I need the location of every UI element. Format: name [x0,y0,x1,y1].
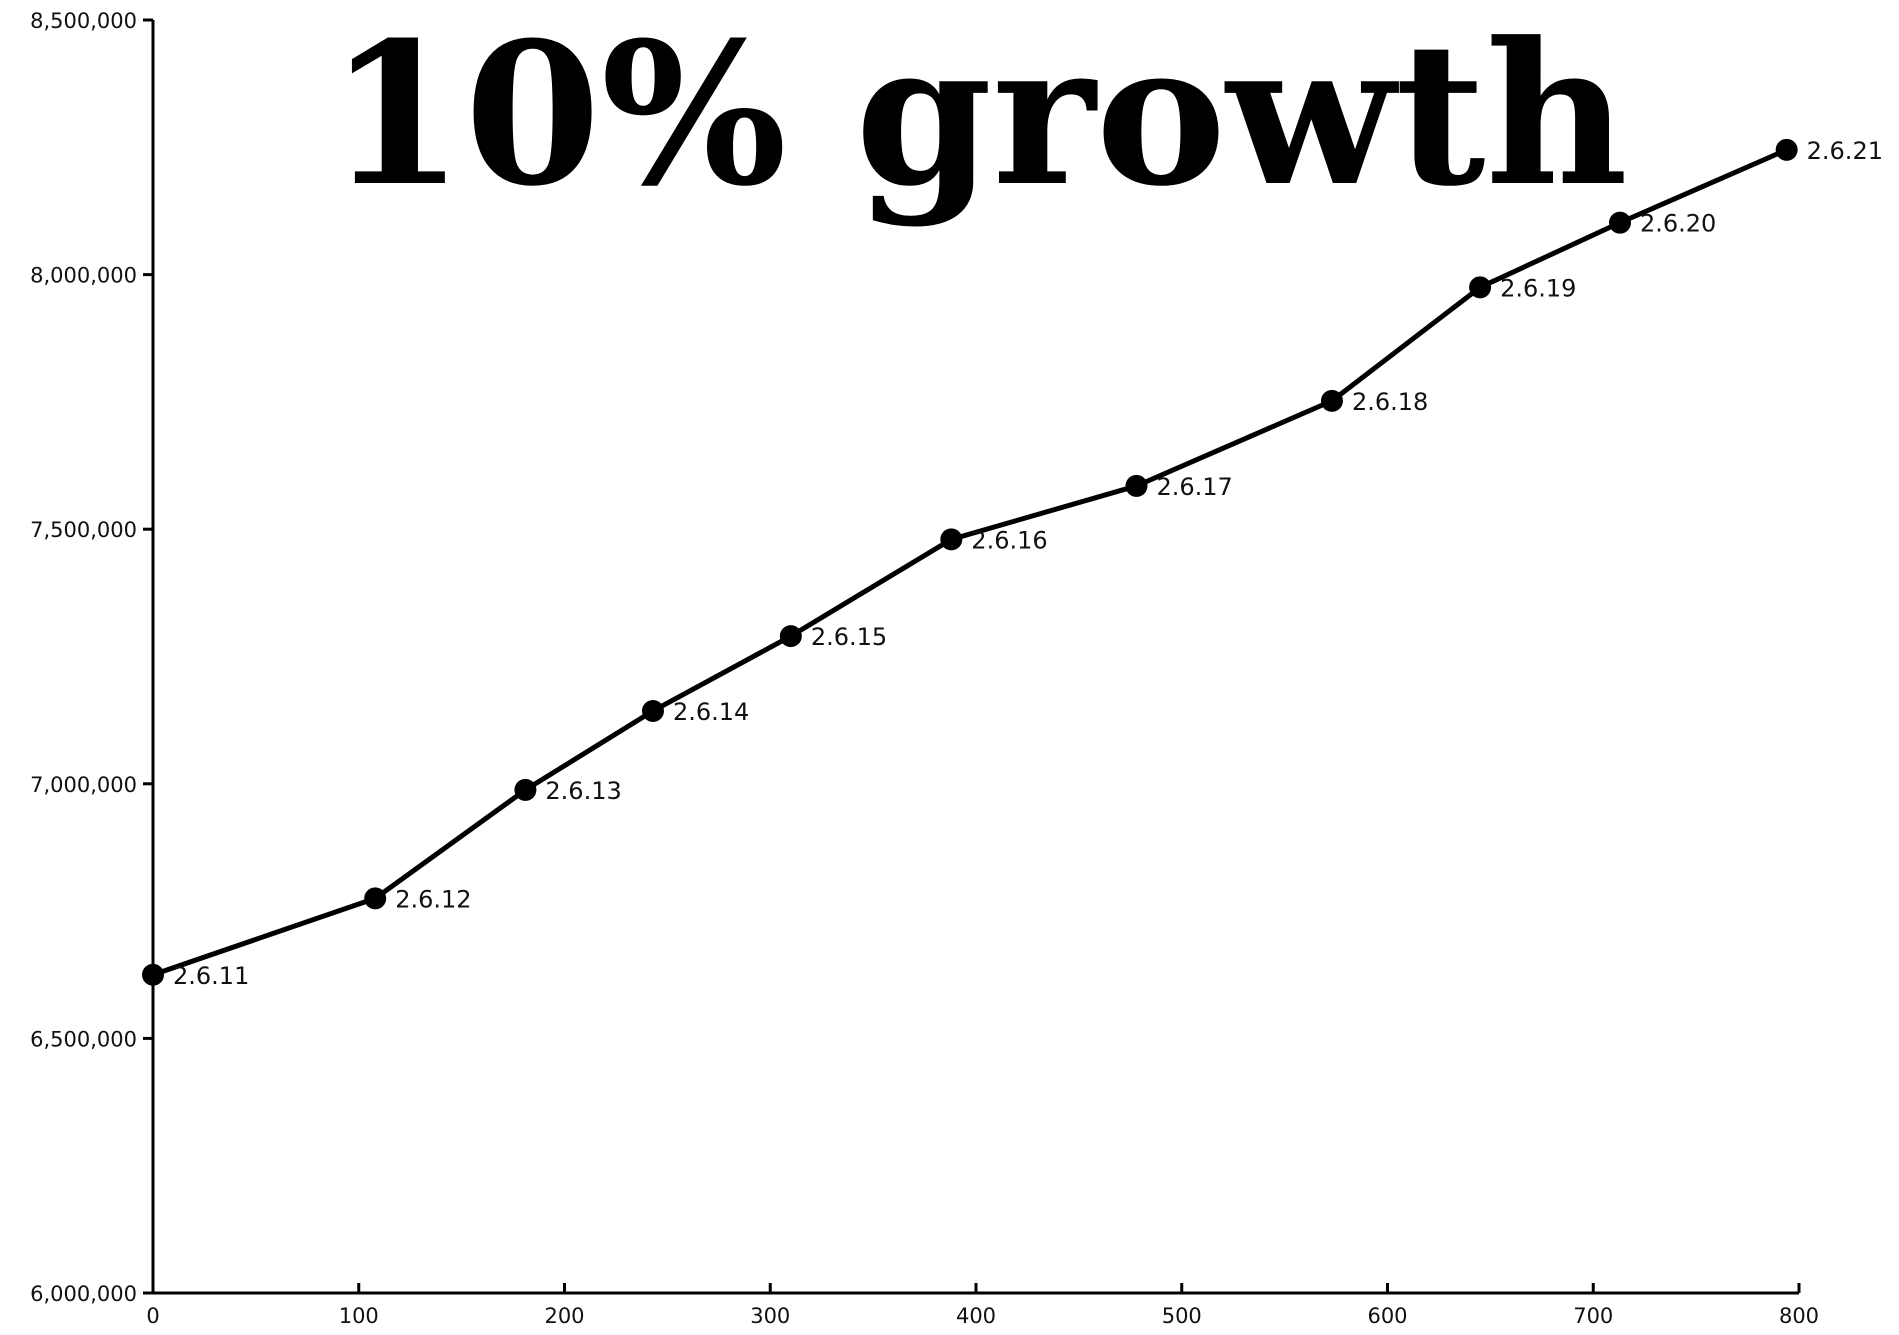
data-point-label: 2.6.19 [1500,274,1576,302]
y-tick-label: 8,500,000 [30,9,137,33]
data-point-label: 2.6.16 [971,526,1047,554]
data-point-label: 2.6.20 [1640,210,1716,238]
data-point [1608,211,1631,234]
data-point-label: 2.6.12 [395,885,471,913]
data-point-label: 2.6.11 [173,962,249,990]
data-point [779,625,802,648]
data-point [641,699,664,722]
series-layer: 2.6.11 2.6.12 2.6.13 2.6.14 2.6.15 2.6.16 2.6.… [142,137,1883,990]
data-point [364,887,387,910]
chart-title: 10% growth [328,0,1628,230]
y-tick-label: 6,000,000 [30,1282,137,1306]
x-tick-label: 0 [146,1304,159,1328]
x-tick-label: 300 [750,1304,790,1328]
data-point-label: 2.6.21 [1807,137,1883,165]
data-point [514,778,537,801]
x-axis-ticks: 0 100 200 300 400 500 600 700 800 [146,1283,1819,1328]
data-point [142,963,164,986]
data-point [940,528,963,551]
y-axis-ticks: 6,000,000 6,500,000 7,000,000 7,500,000 8,00… [30,9,153,1306]
x-tick-label: 100 [339,1304,379,1328]
x-tick-label: 200 [544,1304,584,1328]
y-tick-label: 7,000,000 [30,773,137,797]
y-tick-label: 8,000,000 [30,264,137,288]
y-tick-label: 6,500,000 [30,1027,137,1051]
data-point [1320,389,1343,412]
data-point-label: 2.6.18 [1352,388,1428,416]
x-tick-label: 700 [1573,1304,1613,1328]
data-point-label: 2.6.15 [811,623,887,651]
x-tick-label: 800 [1779,1304,1819,1328]
data-point [1125,474,1148,497]
x-tick-label: 600 [1367,1304,1407,1328]
x-tick-label: 500 [1162,1304,1202,1328]
data-point-label: 2.6.14 [673,698,749,726]
data-point-label: 2.6.13 [545,777,621,805]
data-point-label: 2.6.17 [1156,473,1232,501]
data-point [1775,138,1798,161]
x-tick-label: 400 [956,1304,996,1328]
y-tick-label: 7,500,000 [30,518,137,542]
data-point [1469,276,1492,299]
